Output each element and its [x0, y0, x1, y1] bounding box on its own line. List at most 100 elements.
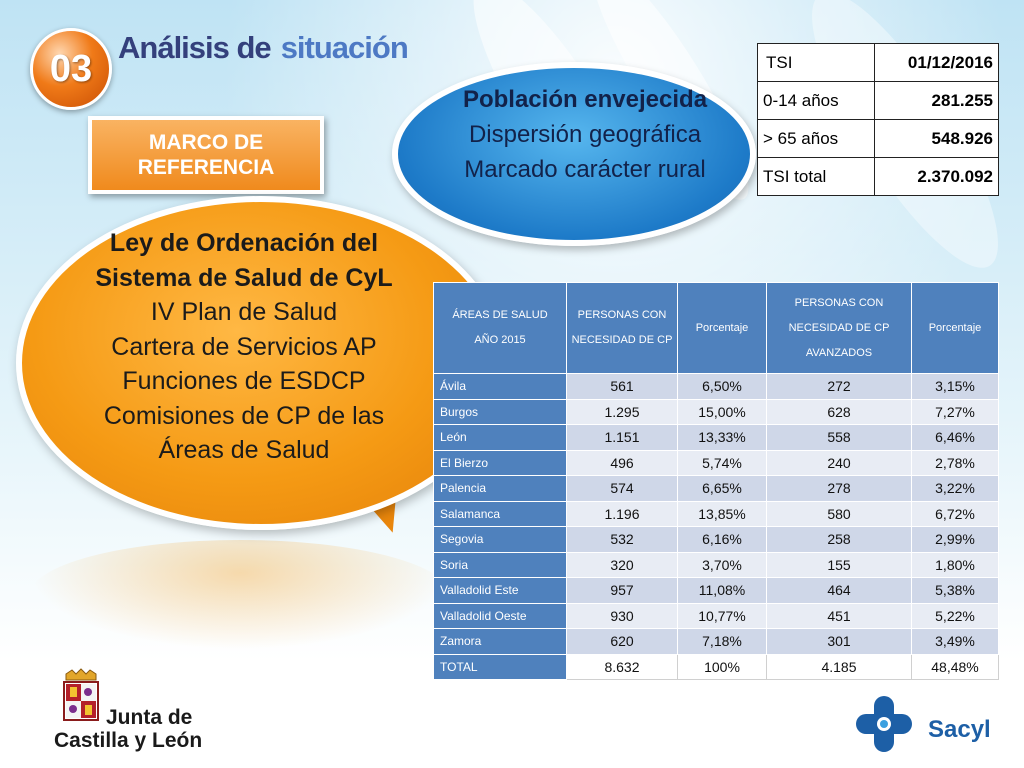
marco-line-1: MARCO DE	[148, 131, 264, 154]
area-cell: Valladolid Este	[433, 577, 567, 604]
orange-line-6: Comisiones de CP de las	[103, 401, 385, 430]
header-areas: ÁREAS DE SALUD AÑO 2015	[433, 282, 567, 374]
area-cell: Burgos	[433, 398, 567, 425]
junta-castilla-leon-logo	[63, 668, 99, 721]
avanzados-cell: 464	[766, 577, 912, 604]
avanzados-cell: 451	[766, 602, 912, 629]
porcentaje-avanzados-cell: 5,22%	[911, 602, 999, 629]
area-cell: Valladolid Oeste	[433, 602, 567, 629]
porcentaje-avanzados-cell: 1,80%	[911, 551, 999, 578]
marco-line-2: REFERENCIA	[137, 156, 275, 179]
area-cell: Zamora	[433, 628, 567, 655]
personas-cell: 320	[566, 551, 678, 578]
sacyl-cross-icon	[856, 696, 912, 752]
area-cell: Soria	[433, 551, 567, 578]
area-cell: Palencia	[433, 475, 567, 502]
porcentaje-avanzados-cell: 5,38%	[911, 577, 999, 604]
personas-cell: 8.632	[566, 653, 678, 680]
tsi-value: 281.255	[874, 81, 999, 120]
area-cell: Ávila	[433, 373, 567, 400]
orange-line-7: Áreas de Salud	[158, 436, 330, 464]
porcentaje-cell: 100%	[677, 653, 767, 680]
avanzados-cell: 301	[766, 628, 912, 655]
blue-line-3: Marcado carácter rural	[464, 156, 706, 183]
orange-line-1: Ley de Ordenación del	[109, 229, 379, 257]
personas-cell: 620	[566, 628, 678, 655]
table-row: Ávila 561 6,50% 272 3,15%	[433, 373, 999, 400]
orange-line-5: Funciones de ESDCP	[122, 367, 366, 395]
section-number: 03	[49, 47, 93, 90]
table-row: TOTAL 8.632 100% 4.185 48,48%	[433, 653, 999, 680]
tsi-label: 0-14 años	[757, 81, 875, 120]
sacyl-logo	[856, 696, 912, 752]
orange-bubble-text: Ley de Ordenación del Sistema de Salud d…	[66, 226, 422, 468]
porcentaje-cell: 6,16%	[677, 526, 767, 553]
table-row: Segovia 532 6,16% 258 2,99%	[433, 526, 999, 553]
tsi-row: > 65 años 548.926	[757, 119, 999, 158]
porcentaje-cell: 6,65%	[677, 475, 767, 502]
table-body: Ávila 561 6,50% 272 3,15% Burgos 1.295 15,00% 62…	[433, 373, 999, 680]
table-row: León 1.151 13,33% 558 6,46%	[433, 424, 999, 451]
porcentaje-avanzados-cell: 6,72%	[911, 500, 999, 527]
avanzados-cell: 278	[766, 475, 912, 502]
bubble-reflection	[30, 540, 450, 650]
porcentaje-cell: 10,77%	[677, 602, 767, 629]
tsi-row: TSI total 2.370.092	[757, 157, 999, 196]
tsi-table: TSI 01/12/2016 0-14 años 281.255 > 65 añ…	[757, 43, 999, 196]
orange-speech-bubble	[16, 196, 506, 530]
porcentaje-avanzados-cell: 3,49%	[911, 628, 999, 655]
tsi-row: 0-14 años 281.255	[757, 81, 999, 120]
porcentaje-avanzados-cell: 3,22%	[911, 475, 999, 502]
table-row: Burgos 1.295 15,00% 628 7,27%	[433, 398, 999, 425]
blue-line-1: Población envejecida	[462, 86, 708, 113]
slide-title: Análisis de situación	[118, 30, 409, 66]
header-avanzados: PERSONAS CON NECESIDAD DE CP AVANZADOS	[766, 282, 912, 374]
personas-cell: 930	[566, 602, 678, 629]
table-row: Salamanca 1.196 13,85% 580 6,72%	[433, 500, 999, 527]
porcentaje-avanzados-cell: 6,46%	[911, 424, 999, 451]
porcentaje-avanzados-cell: 2,99%	[911, 526, 999, 553]
personas-cell: 1.196	[566, 500, 678, 527]
avanzados-cell: 240	[766, 449, 912, 476]
jcyl-line-2: Castilla y León	[54, 729, 203, 752]
orange-line-3: IV Plan de Salud	[150, 298, 338, 326]
personas-cell: 574	[566, 475, 678, 502]
header-areas-line-1: ÁREAS DE SALUD	[452, 309, 548, 321]
porcentaje-cell: 3,70%	[677, 551, 767, 578]
orange-line-2: Sistema de Salud de CyL	[95, 263, 393, 292]
area-cell: TOTAL	[433, 653, 567, 680]
section-number-badge: 03	[30, 28, 112, 110]
orange-line-4: Cartera de Servicios AP	[111, 332, 377, 361]
table-header-row: ÁREAS DE SALUD AÑO 2015 PERSONAS CON NEC…	[433, 282, 999, 374]
avanzados-cell: 628	[766, 398, 912, 425]
porcentaje-cell: 6,50%	[677, 373, 767, 400]
personas-cell: 1.295	[566, 398, 678, 425]
tsi-label: TSI total	[757, 157, 875, 196]
header-personas: PERSONAS CON NECESIDAD DE CP	[566, 282, 678, 374]
avanzados-cell: 272	[766, 373, 912, 400]
porcentaje-avanzados-cell: 7,27%	[911, 398, 999, 425]
table-row: El Bierzo 496 5,74% 240 2,78%	[433, 449, 999, 476]
table-row: Soria 320 3,70% 155 1,80%	[433, 551, 999, 578]
tsi-value: 548.926	[874, 119, 999, 158]
tsi-label: TSI	[757, 43, 875, 82]
header-areas-line-2: AÑO 2015	[474, 334, 526, 346]
area-cell: El Bierzo	[433, 449, 567, 476]
porcentaje-cell: 13,33%	[677, 424, 767, 451]
personas-cell: 957	[566, 577, 678, 604]
porcentaje-cell: 15,00%	[677, 398, 767, 425]
avanzados-cell: 258	[766, 526, 912, 553]
area-cell: Salamanca	[433, 500, 567, 527]
porcentaje-avanzados-cell: 3,15%	[911, 373, 999, 400]
porcentaje-avanzados-cell: 48,48%	[911, 653, 999, 680]
blue-speech-bubble	[392, 62, 756, 246]
header-porcentaje-2: Porcentaje	[911, 282, 999, 374]
porcentaje-cell: 7,18%	[677, 628, 767, 655]
title-part-2: situación	[280, 30, 409, 65]
tsi-row: TSI 01/12/2016	[757, 43, 999, 82]
jcyl-line-1: Junta de	[106, 706, 193, 729]
personas-cell: 1.151	[566, 424, 678, 451]
marco-referencia-box: MARCO DE REFERENCIA	[88, 116, 324, 194]
avanzados-cell: 155	[766, 551, 912, 578]
personas-cell: 496	[566, 449, 678, 476]
